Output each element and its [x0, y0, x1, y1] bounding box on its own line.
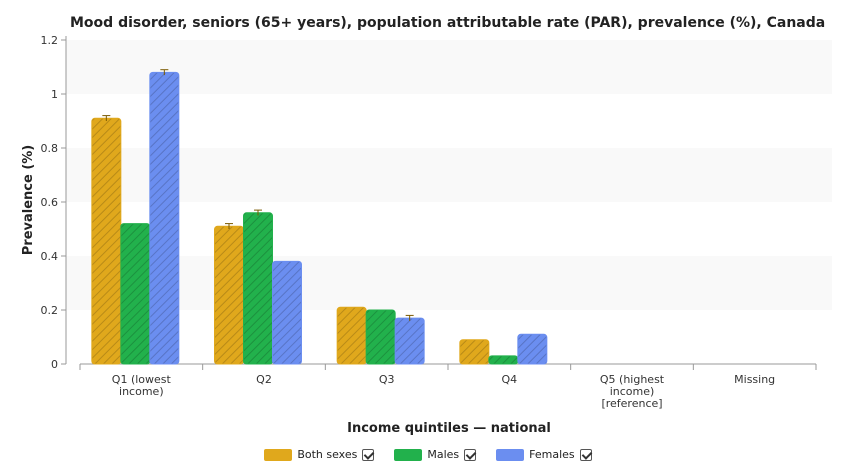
legend-item-males[interactable]: Males	[394, 448, 477, 461]
legend-item-both-sexes[interactable]: Both sexes	[264, 448, 375, 461]
bar-males	[365, 309, 396, 365]
checkbox-icon[interactable]	[464, 448, 477, 461]
y-axis-label: Prevalence (%)	[21, 145, 36, 256]
x-tick-label: Q1 (lowest income)	[112, 373, 172, 398]
checkbox-icon[interactable]	[362, 448, 375, 461]
x-tick-label: Q5 (highest income) [reference]	[600, 373, 665, 410]
bar-both-sexes	[214, 225, 244, 365]
legend-label: Females	[529, 448, 575, 461]
bar-both-sexes	[459, 339, 490, 365]
legend-item-females[interactable]: Females	[496, 448, 592, 461]
legend-label: Males	[427, 448, 460, 461]
bar-males	[120, 223, 151, 365]
bar-males	[488, 355, 519, 365]
bar-females	[394, 317, 425, 365]
y-tick-label: 0.2	[41, 304, 59, 317]
grid-lines	[66, 40, 832, 310]
bar-females	[149, 71, 180, 365]
bar-both-sexes	[336, 306, 367, 365]
y-tick-label: 0.8	[41, 142, 59, 155]
x-tick-label: Q2	[256, 373, 272, 386]
y-tick-label: 1	[51, 88, 58, 101]
legend-swatch	[496, 448, 525, 461]
x-tick-label: Q4	[501, 373, 517, 386]
bar-both-sexes	[91, 117, 122, 365]
y-axis: 0 0.2 0.4 0.6 0.8 1 1.2	[41, 34, 67, 371]
x-tick-label: Q3	[379, 373, 395, 386]
y-tick-label: 0.6	[41, 196, 59, 209]
legend-label: Both sexes	[297, 448, 358, 461]
bars	[91, 69, 548, 365]
legend-swatch	[394, 448, 423, 461]
legend: Both sexes Males Females	[0, 448, 856, 461]
grid-band	[66, 40, 832, 94]
bar-males	[243, 212, 273, 365]
y-tick-label: 0.4	[41, 250, 59, 263]
grid-band	[66, 148, 832, 202]
chart-title: Mood disorder, seniors (65+ years), popu…	[70, 15, 826, 31]
checkbox-icon[interactable]	[579, 448, 592, 461]
x-axis: Q1 (lowest income) Q2 Q3 Q4 Q5 (highest income…	[79, 363, 817, 410]
bar-females	[272, 260, 302, 365]
grid-band	[66, 256, 832, 310]
legend-swatch	[264, 448, 293, 461]
x-axis-label: Income quintiles — national	[347, 421, 551, 436]
y-tick-label: 1.2	[41, 34, 59, 47]
x-tick-label: Missing	[734, 373, 775, 386]
y-tick-label: 0	[51, 358, 58, 371]
bar-females	[517, 333, 548, 365]
